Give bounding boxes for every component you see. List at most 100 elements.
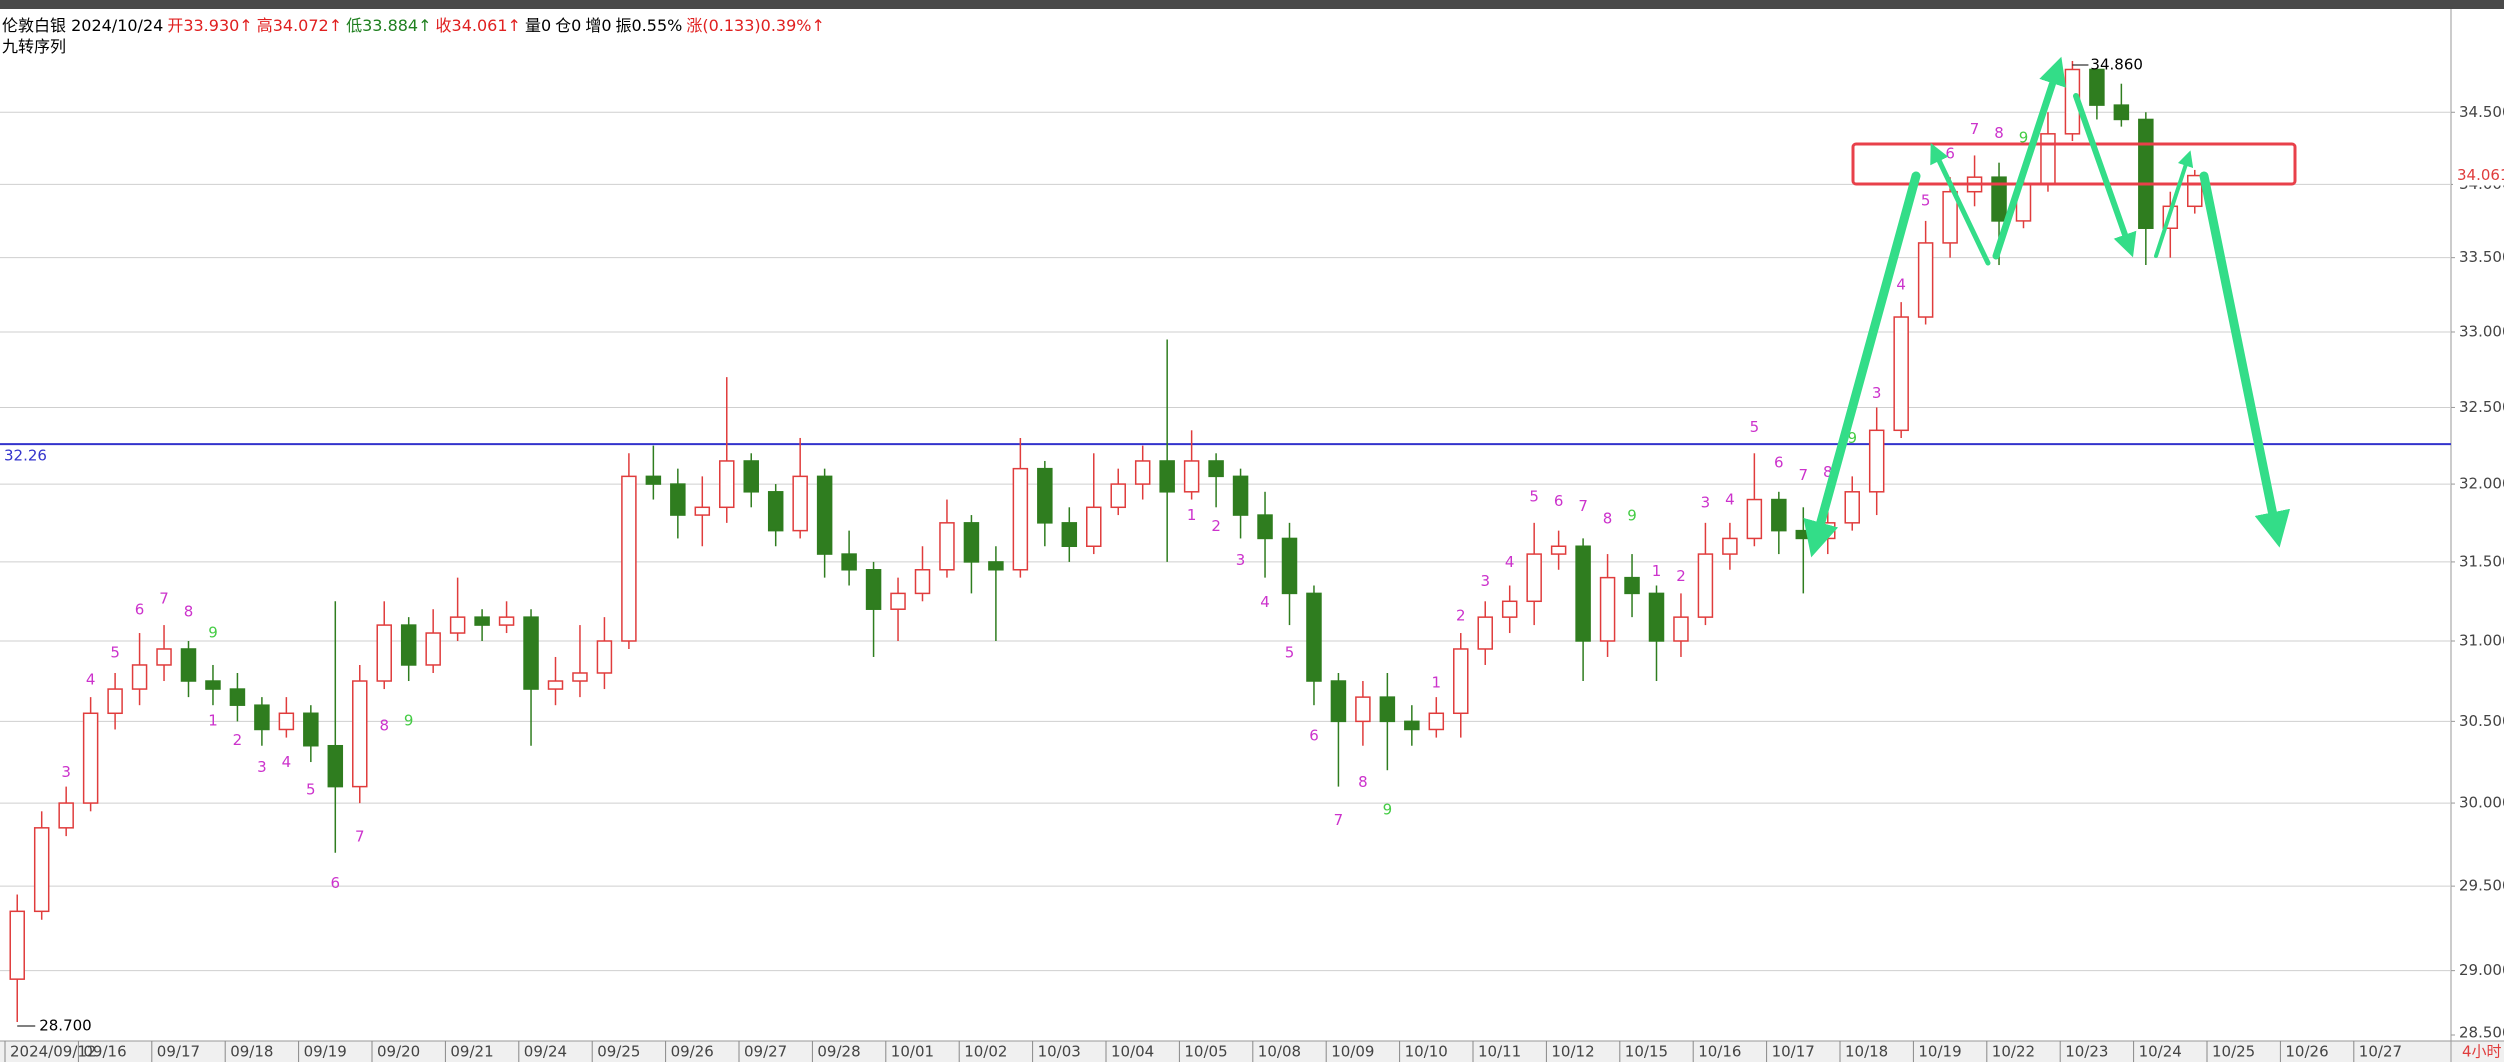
- candle-body: [694, 506, 711, 516]
- candle-body: [621, 475, 637, 642]
- resistance-box: [1851, 142, 2297, 186]
- td-count: 9: [208, 623, 218, 641]
- y-tick-label: 28.500: [2459, 1024, 2504, 1042]
- candle-body: [1648, 592, 1665, 642]
- subtitle: 九转序列: [2, 37, 67, 56]
- td-count: 6: [1774, 453, 1784, 471]
- candle-body: [1379, 696, 1396, 723]
- candle-body: [1086, 506, 1102, 547]
- y-tick-label: 31.000: [2459, 631, 2504, 649]
- candle-body: [107, 688, 123, 715]
- candle-body: [547, 680, 564, 690]
- header-item: 量0: [524, 16, 552, 35]
- header-item: 伦敦白银 2024/10/24: [2, 16, 164, 35]
- y-tick-label: 32.500: [2459, 398, 2504, 416]
- candle-body: [131, 664, 148, 690]
- td-count: 8: [1358, 773, 1368, 791]
- candle-body: [400, 624, 417, 666]
- x-tick-label: 2024/09/12: [10, 1043, 96, 1061]
- candle-body: [352, 680, 368, 788]
- x-tick-label: 09/25: [597, 1043, 640, 1061]
- arrow: [2154, 150, 2194, 258]
- y-tick-label: 29.000: [2459, 961, 2504, 979]
- candle-body: [1330, 680, 1347, 723]
- header-item: 增0: [585, 16, 612, 35]
- candle-body: [254, 704, 270, 731]
- last-price-label: 34.061: [2457, 166, 2504, 184]
- x-tick-label: 09/19: [304, 1043, 347, 1061]
- y-tick-label: 29.500: [2459, 877, 2504, 895]
- y-tick-label: 33.000: [2459, 322, 2504, 340]
- candle-body: [498, 616, 515, 626]
- td-count: 9: [404, 712, 414, 730]
- candle-body: [1575, 545, 1591, 642]
- annotations: [1803, 56, 2297, 558]
- y-tick-label: 30.000: [2459, 794, 2504, 812]
- td-count: 3: [257, 758, 267, 776]
- header: 伦敦白银 2024/10/24 开33.930↑ 高34.072↑ 低33.884↑ 收…: [2, 12, 829, 36]
- candle-body: [303, 712, 319, 747]
- td-count: 3: [1236, 551, 1246, 569]
- td-count: 3: [1480, 572, 1490, 590]
- y-tick-label: 31.500: [2459, 552, 2504, 570]
- candle-body: [1110, 483, 1126, 509]
- td-count: 1: [1432, 674, 1442, 692]
- candle-body: [1991, 176, 2007, 222]
- x-tick-label: 09/21: [450, 1043, 493, 1061]
- td-count: 9: [2019, 128, 2029, 146]
- candle-body: [645, 475, 662, 485]
- td-count: 3: [1872, 384, 1882, 402]
- candle-body: [449, 616, 466, 634]
- td-count: 1: [1187, 506, 1197, 524]
- candle-body: [719, 460, 735, 509]
- header-item: 高34.072↑: [256, 16, 343, 35]
- x-tick-label: 10/17: [1772, 1043, 1815, 1061]
- candle-body: [1599, 576, 1616, 642]
- candle-body: [2113, 104, 2130, 121]
- td-count: 2: [1676, 567, 1686, 585]
- candle-body: [2138, 118, 2154, 229]
- td-count: 7: [1970, 120, 1980, 138]
- header-item: 涨(0.133)0.39%↑: [686, 16, 825, 35]
- x-tick-label: 10/02: [964, 1043, 1007, 1061]
- td-count: 1: [1652, 562, 1662, 580]
- candle-body: [1061, 522, 1078, 547]
- candle-body: [1281, 537, 1298, 595]
- candle-body: [743, 460, 759, 493]
- x-axis-band: [0, 1041, 2504, 1062]
- candle-body: [1697, 553, 1714, 618]
- td-count: 5: [1529, 487, 1539, 505]
- td-count: 7: [1334, 811, 1344, 829]
- candle-body: [1257, 514, 1273, 540]
- candle-body: [767, 491, 784, 532]
- candle-body: [33, 827, 50, 913]
- y-tick-label: 30.500: [2459, 712, 2504, 730]
- candle-body: [2089, 68, 2105, 106]
- candle-body: [816, 475, 833, 555]
- max-label: 34.860: [2090, 55, 2143, 73]
- td-count: 7: [159, 590, 169, 608]
- last-price-box: [2453, 165, 2504, 186]
- candle-body: [1844, 491, 1860, 524]
- candle-body: [523, 616, 539, 690]
- candle-body: [792, 475, 808, 532]
- td-count: 4: [282, 753, 292, 771]
- candle-body: [963, 522, 980, 563]
- candle-body: [1037, 467, 1053, 524]
- x-tick-label: 10/04: [1111, 1043, 1154, 1061]
- candle-body: [841, 553, 857, 571]
- candle-body: [1746, 498, 1763, 540]
- candle-body: [939, 522, 955, 571]
- candle-body: [1868, 429, 1885, 493]
- candle-body: [58, 802, 74, 829]
- x-tick-label: 10/10: [1405, 1043, 1448, 1061]
- arrow: [2199, 171, 2291, 548]
- arrow: [1930, 142, 1991, 266]
- td-count: 2: [233, 731, 243, 749]
- td-count: 9: [1847, 429, 1857, 447]
- candle-body: [278, 712, 295, 731]
- x-tick-label: 10/22: [1992, 1043, 2035, 1061]
- td-count: 4: [1505, 553, 1515, 571]
- header-item: 低33.884↑: [346, 16, 432, 35]
